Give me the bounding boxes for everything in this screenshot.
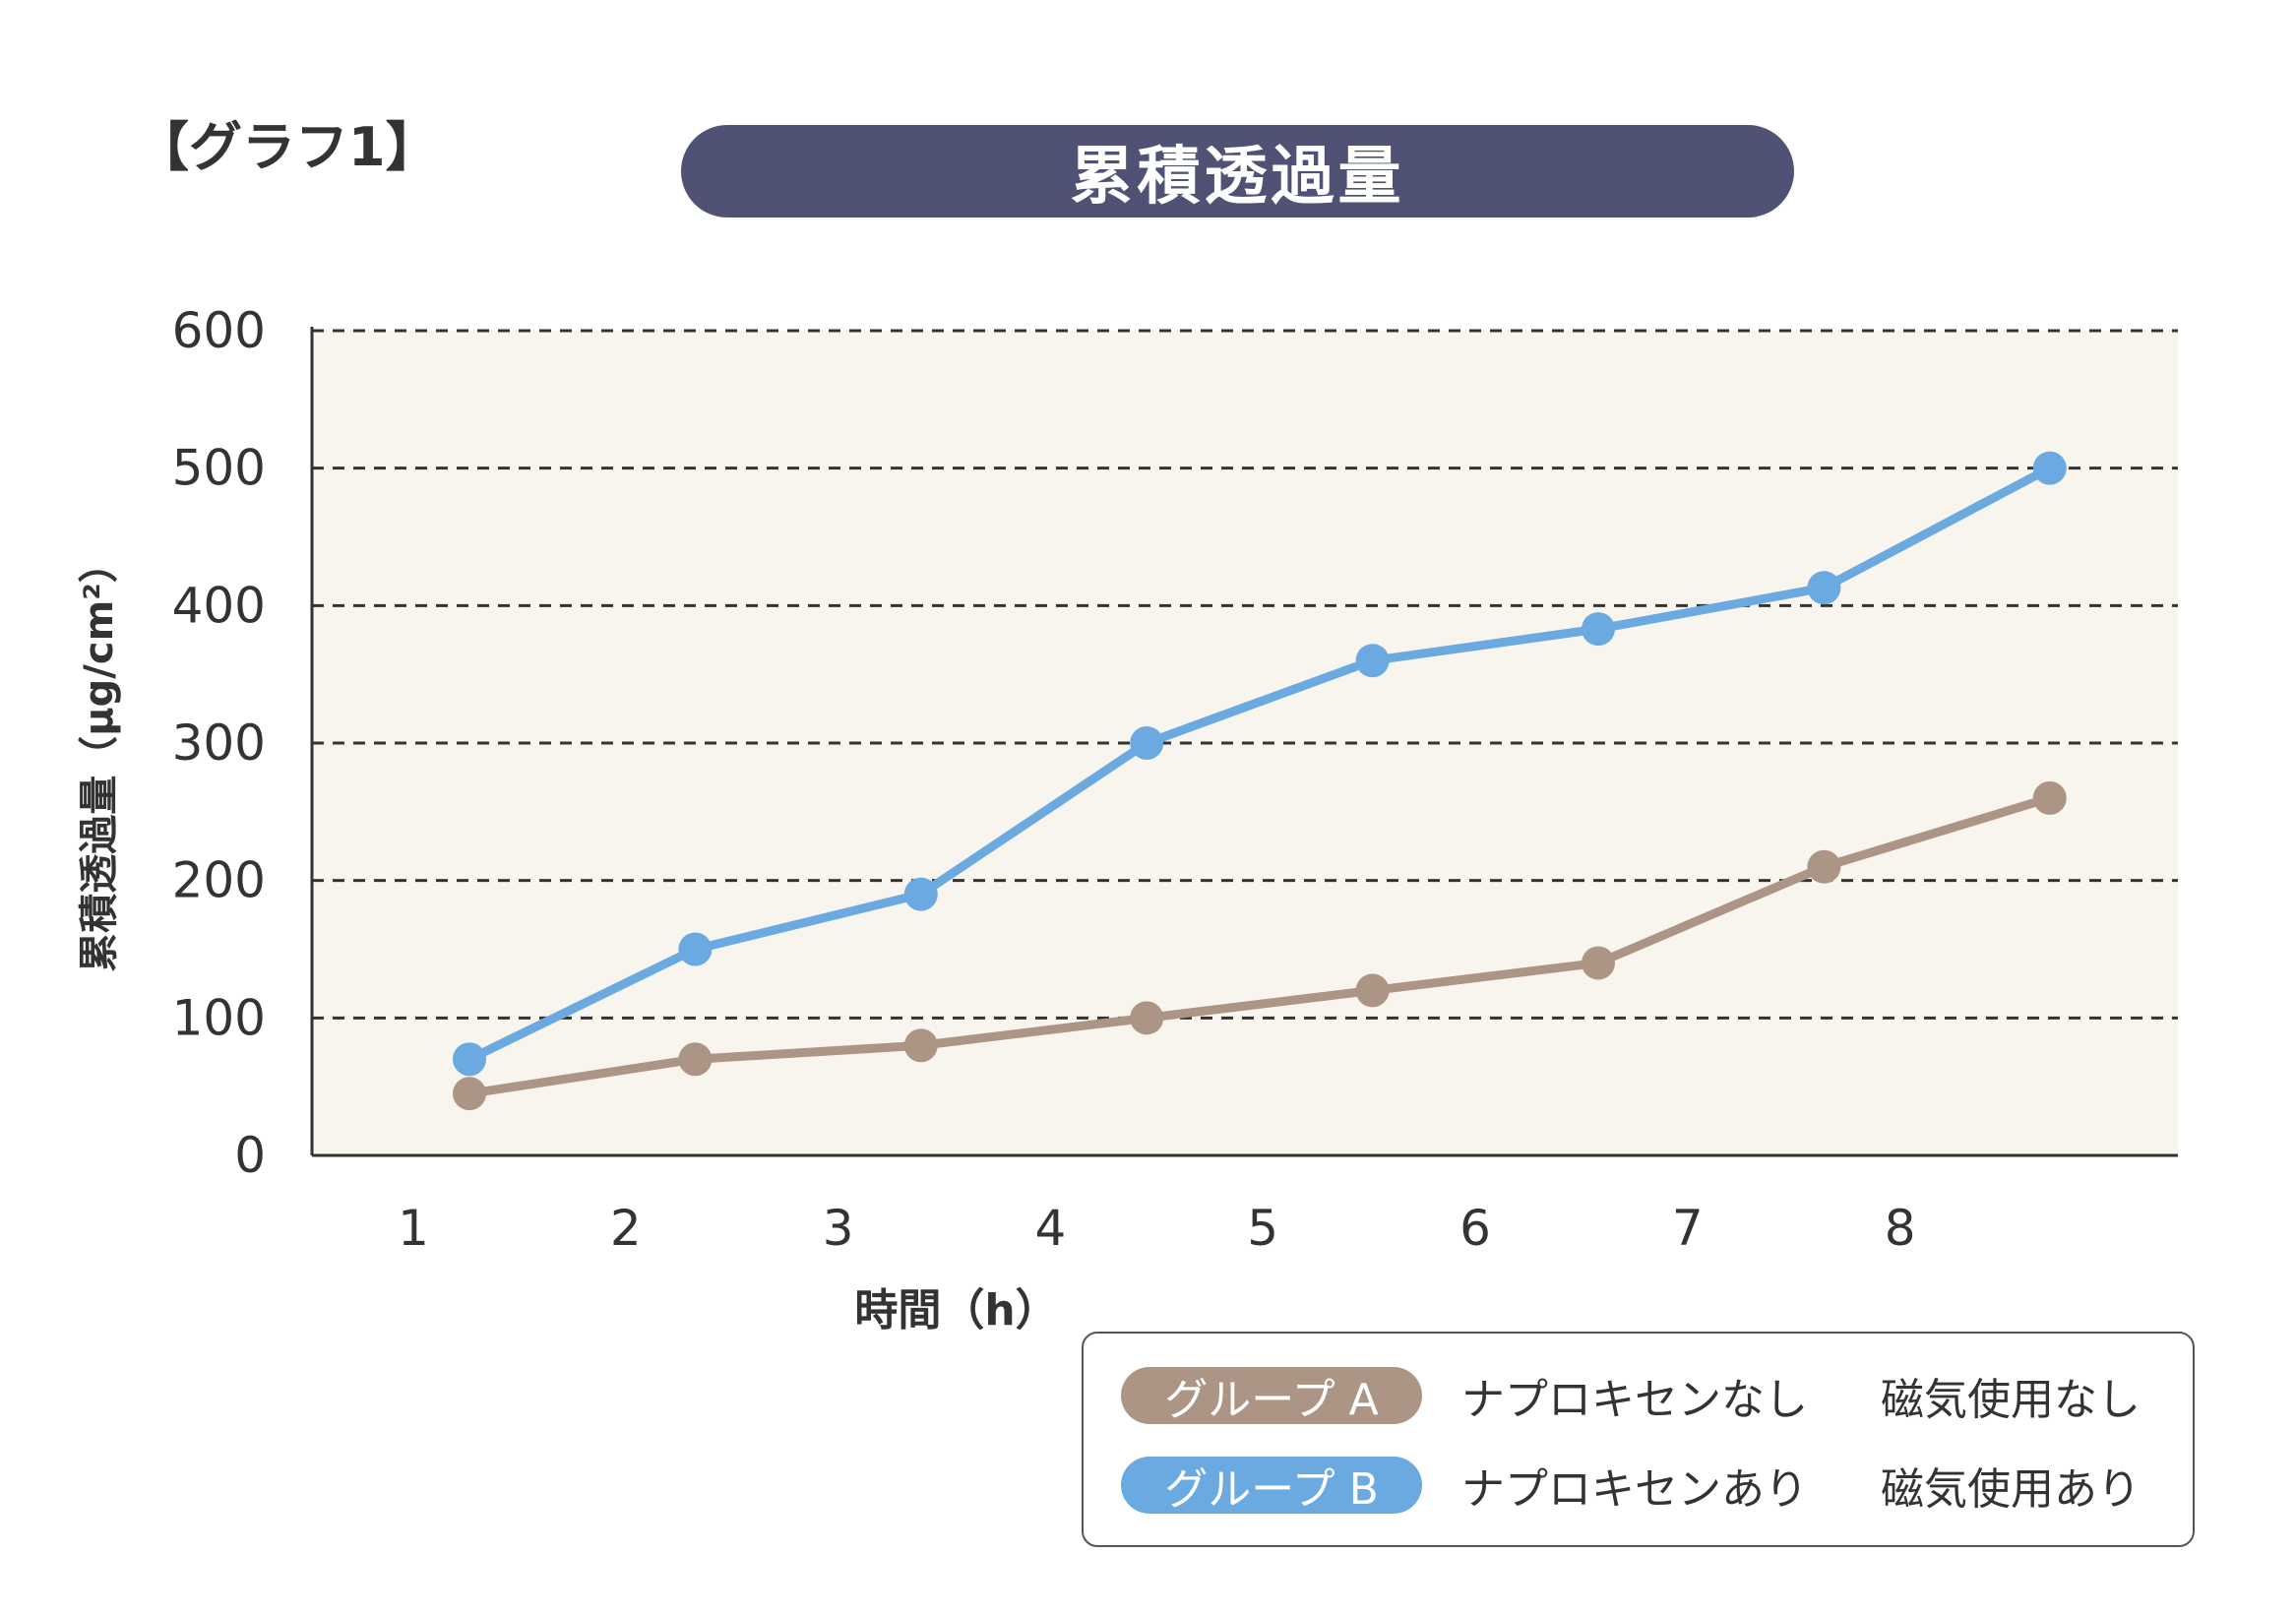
data-point-group-a [453,1077,486,1111]
data-point-group-b [2032,451,2067,485]
y-tick-label: 200 [172,852,266,909]
x-tick-label: 7 [1672,1200,1704,1257]
data-point-group-b [1582,612,1615,647]
y-tick-label: 100 [172,989,266,1046]
data-point-group-b [903,877,938,911]
x-tick-label: 5 [1247,1200,1278,1257]
y-tick-label: 300 [172,715,266,772]
x-tick-label: 2 [610,1200,642,1257]
graph-number-label: 【グラフ1】 [136,116,439,178]
y-tick-label: 0 [234,1127,266,1184]
data-point-group-a [1582,946,1615,980]
data-point-group-a [2032,780,2067,815]
y-axis-label: 累積透過量（µg/cm²） [77,543,122,972]
series-line-group-b [467,464,2052,1064]
x-tick-label: 6 [1459,1200,1491,1257]
legend-naproxen-b: ナプロキセンあり [1461,1464,1808,1515]
x-tick-label: 8 [1885,1200,1916,1257]
data-point-group-a [678,1042,713,1077]
x-tick-label: 3 [823,1200,854,1257]
data-point-group-a [1355,973,1390,1008]
chart-title: 累積透過量 [681,125,1794,218]
legend-swatch-group-a: グループ A [1121,1367,1422,1425]
y-tick-label: 600 [172,302,266,359]
legend-magnet-a: 磁気使用なし [1881,1375,2141,1425]
data-point-group-b [1130,726,1164,760]
data-point-group-b [453,1042,486,1077]
legend-magnet-b: 磁気使用あり [1881,1464,2141,1515]
data-point-group-b [678,932,713,966]
legend-row-group-b: グループ B ナプロキセンあり 磁気使用あり [1121,1456,2141,1515]
y-tick-label: 400 [172,577,266,634]
data-point-group-a [903,1028,938,1063]
legend-naproxen-a: ナプロキセンなし [1461,1375,1808,1425]
legend-row-group-a: グループ A ナプロキセンなし 磁気使用なし [1121,1366,2141,1425]
y-tick-label: 500 [172,440,266,497]
legend: グループ A ナプロキセンなし 磁気使用なし グループ B ナプロキセンあり 磁… [1082,1332,2195,1547]
series-line-group-a [468,793,2052,1098]
data-point-group-a [1130,1001,1164,1035]
data-point-group-a [1807,849,1841,884]
data-point-group-b [1355,644,1390,678]
x-tick-label: 1 [398,1200,429,1257]
x-axis-label: 時間（h） [854,1285,1059,1336]
data-point-group-b [1807,571,1841,605]
x-tick-label: 4 [1034,1200,1066,1257]
legend-swatch-group-b: グループ B [1121,1457,1422,1515]
